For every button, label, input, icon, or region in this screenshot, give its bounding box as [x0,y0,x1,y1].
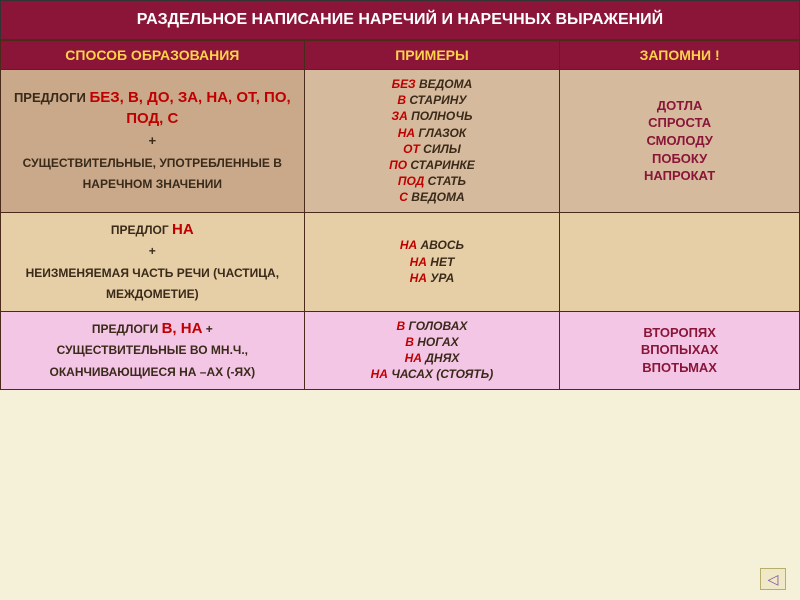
example-word: ГЛАЗОК [415,126,466,140]
slide-title: РАЗДЕЛЬНОЕ НАПИСАНИЕ НАРЕЧИЙ И НАРЕЧНЫХ … [0,0,800,40]
example-word: УРА [427,271,454,285]
cell-remember: ДОТЛАСПРОСТАСМОЛОДУПОБОКУНАПРОКАТ [560,70,800,213]
remember-item: ВТОРОПЯХ [566,324,793,342]
remember-item: СМОЛОДУ [566,132,793,150]
example-word: ЧАСАХ [388,367,433,381]
cell-method: ПРЕДЛОГ НА + НЕИЗМЕНЯЕМАЯ ЧАСТЬ РЕЧИ (ЧА… [1,212,305,311]
example-word: ВЕДОМА [408,190,465,204]
example-preposition: В [405,335,414,349]
method-plus: + [202,322,212,336]
remember-item: СПРОСТА [566,114,793,132]
cell-remember: ВТОРОПЯХВПОПЫХАХВПОТЬМАХ [560,311,800,389]
slide: { "title": "РАЗДЕЛЬНОЕ НАПИСАНИЕ НАРЕЧИЙ… [0,0,800,600]
example-line: ОТ СИЛЫ [311,141,554,157]
example-preposition: ПОД [398,174,424,188]
example-preposition: В [397,319,406,333]
method-prepositions: НА [172,221,194,238]
example-line: БЕЗ ВЕДОМА [311,76,554,92]
cell-examples: В ГОЛОВАХВ НОГАХНА ДНЯХНА ЧАСАХ (СТОЯТЬ) [304,311,560,389]
method-plus: + [149,133,157,148]
example-preposition: НА [405,351,422,365]
cell-remember [560,212,800,311]
table-row: ПРЕДЛОГ НА + НЕИЗМЕНЯЕМАЯ ЧАСТЬ РЕЧИ (ЧА… [1,212,800,311]
example-preposition: ПО [389,158,407,172]
example-word: СИЛЫ [420,142,461,156]
cell-examples: НА АВОСЬНА НЕТНА УРА [304,212,560,311]
header-method: СПОСОБ ОБРАЗОВАНИЯ [1,41,305,70]
example-preposition: В [397,93,406,107]
table-header-row: СПОСОБ ОБРАЗОВАНИЯ ПРИМЕРЫ ЗАПОМНИ ! [1,41,800,70]
example-word: ГОЛОВАХ [405,319,467,333]
table-row: ПРЕДЛОГИ БЕЗ, В, ДО, ЗА, НА, ОТ, ПО, ПОД… [1,70,800,213]
example-preposition: НА [371,367,388,381]
cell-method: ПРЕДЛОГИ В, НА + СУЩЕСТВИТЕЛЬНЫЕ ВО МН.Ч… [1,311,305,389]
example-line: НА АВОСЬ [311,237,554,253]
method-prepositions: В, НА [162,320,203,337]
example-preposition: НА [400,238,417,252]
prev-slide-button[interactable]: ◁ [760,568,786,590]
example-preposition: НА [410,255,427,269]
example-line: ПО СТАРИНКЕ [311,157,554,173]
method-prepositions: БЕЗ, В, ДО, ЗА, НА, ОТ, ПО, ПОД, С [89,89,290,128]
remember-item: ВПОТЬМАХ [566,359,793,377]
example-word: ПОЛНОЧЬ [408,109,473,123]
example-preposition: ОТ [403,142,420,156]
remember-item: ДОТЛА [566,97,793,115]
example-word: СТАРИНКЕ [407,158,475,172]
rules-table: СПОСОБ ОБРАЗОВАНИЯ ПРИМЕРЫ ЗАПОМНИ ! ПРЕ… [0,40,800,390]
example-line: НА ДНЯХ [311,350,554,366]
example-preposition: С [399,190,408,204]
example-preposition: НА [410,271,427,285]
example-word: АВОСЬ [417,238,464,252]
remember-item: ПОБОКУ [566,150,793,168]
method-prefix: ПРЕДЛОГИ [14,90,90,105]
example-word: СТАРИНУ [406,93,467,107]
example-word: НЕТ [427,255,454,269]
example-line: НА ГЛАЗОК [311,125,554,141]
example-preposition: ЗА [391,109,407,123]
example-line: НА ЧАСАХ (СТОЯТЬ) [311,366,554,382]
example-word: НОГАХ [414,335,459,349]
cell-examples: БЕЗ ВЕДОМАВ СТАРИНУЗА ПОЛНОЧЬНА ГЛАЗОКОТ… [304,70,560,213]
method-tail: НЕИЗМЕНЯЕМАЯ ЧАСТЬ РЕЧИ (ЧАСТИЦА, МЕЖДОМ… [26,266,279,302]
example-word: ДНЯХ [422,351,459,365]
method-tail: СУЩЕСТВИТЕЛЬНЫЕ, УПОТРЕБЛЕННЫЕ В НАРЕЧНО… [23,156,282,192]
example-word: ВЕДОМА [416,77,473,91]
remember-item: ВПОПЫХАХ [566,341,793,359]
example-tail: (СТОЯТЬ) [433,367,493,381]
example-line: С ВЕДОМА [311,189,554,205]
example-word: СТАТЬ [424,174,466,188]
header-examples: ПРИМЕРЫ [304,41,560,70]
header-remember: ЗАПОМНИ ! [560,41,800,70]
example-preposition: НА [398,126,415,140]
example-line: В СТАРИНУ [311,92,554,108]
method-plus: + [149,244,156,258]
method-prefix: ПРЕДЛОГ [111,223,172,237]
remember-item: НАПРОКАТ [566,167,793,185]
example-preposition: БЕЗ [392,77,416,91]
example-line: НА НЕТ [311,254,554,270]
cell-method: ПРЕДЛОГИ БЕЗ, В, ДО, ЗА, НА, ОТ, ПО, ПОД… [1,70,305,213]
example-line: ЗА ПОЛНОЧЬ [311,108,554,124]
example-line: В ГОЛОВАХ [311,318,554,334]
example-line: В НОГАХ [311,334,554,350]
example-line: НА УРА [311,270,554,286]
method-prefix: ПРЕДЛОГИ [92,322,162,336]
example-line: ПОД СТАТЬ [311,173,554,189]
method-tail: СУЩЕСТВИТЕЛЬНЫЕ ВО МН.Ч., ОКАНЧИВАЮЩИЕСЯ… [50,343,256,379]
table-row: ПРЕДЛОГИ В, НА + СУЩЕСТВИТЕЛЬНЫЕ ВО МН.Ч… [1,311,800,389]
